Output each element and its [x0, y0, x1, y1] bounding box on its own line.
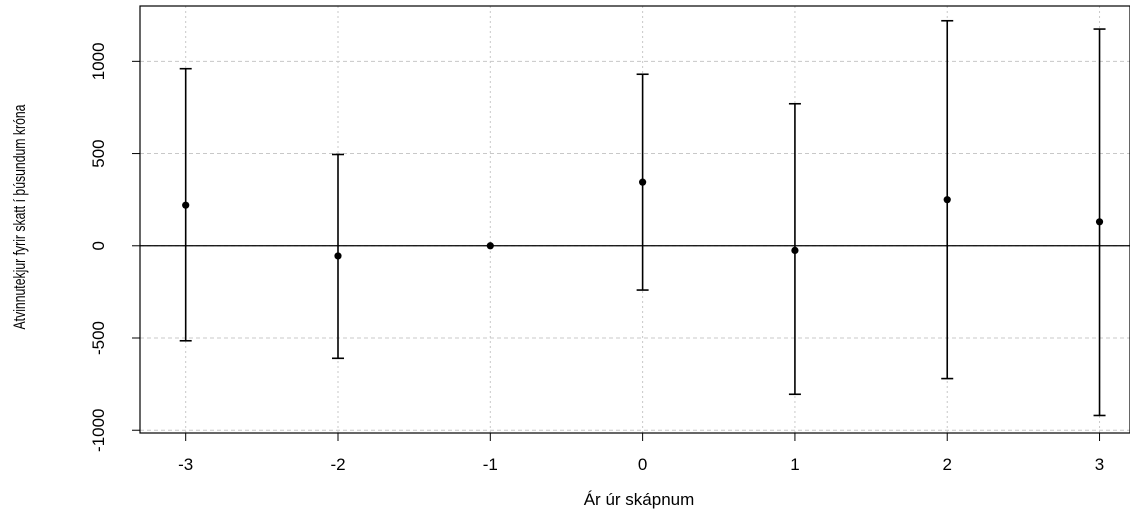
x-axis-title: Ár úr skápnum	[584, 490, 695, 509]
x-tick-label: -2	[330, 455, 345, 474]
y-axis-title: Atvinnutekjur fyrir skatt í þúsundum kró…	[11, 104, 29, 330]
data-point	[943, 196, 951, 204]
y-tick-label: 500	[89, 139, 108, 167]
x-tick-label: 1	[790, 455, 799, 474]
y-tick-label: -500	[89, 321, 108, 355]
plot-frame	[139, 5, 1130, 434]
x-tick-label: 0	[638, 455, 647, 474]
data-point	[486, 242, 494, 250]
y-tick-label: 1000	[89, 42, 108, 80]
x-axis: -3 -2 -1 0 1 2 3	[178, 433, 1104, 474]
y-axis: -1000 -500 0 500 1000	[89, 42, 140, 452]
y-tick-label: 0	[89, 241, 108, 250]
x-tick-label: -3	[178, 455, 193, 474]
data-point	[639, 178, 647, 186]
y-tick-label: -1000	[89, 408, 108, 451]
x-tick-label: -1	[483, 455, 498, 474]
data-point	[1095, 218, 1104, 226]
data-points	[182, 178, 1104, 260]
data-point	[791, 246, 799, 254]
data-point	[334, 252, 342, 260]
data-point	[182, 201, 190, 209]
grid	[140, 6, 1130, 433]
x-tick-label: 2	[942, 455, 951, 474]
x-tick-label: 3	[1095, 455, 1104, 474]
